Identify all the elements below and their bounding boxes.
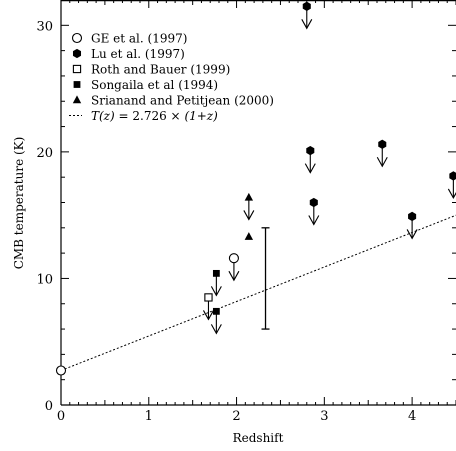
y-tick-label: 30 — [36, 19, 53, 34]
upper-limit-arrow-head — [406, 229, 418, 240]
data-point — [204, 293, 213, 302]
legend-swatch — [72, 95, 82, 104]
axis-ticks: 0 1 2 3 4 0 10 20 30 — [36, 0, 456, 424]
data-point — [212, 269, 220, 277]
data-point — [55, 365, 67, 376]
legend-swatch — [73, 81, 81, 88]
upper-limit-arrow-head — [376, 157, 388, 168]
model-line-layer — [60, 214, 456, 371]
upper-limit-arrow-head — [447, 188, 456, 200]
legend-swatch — [72, 48, 82, 59]
upper-limit-arrow-head — [228, 270, 240, 282]
data-point — [302, 1, 311, 11]
legend-label: GE et al. (1997) — [91, 32, 187, 46]
x-tick-label: 4 — [408, 409, 416, 424]
error-bar-layer — [261, 227, 270, 330]
data-point — [449, 171, 456, 181]
y-tick-label: 0 — [45, 399, 53, 414]
data-points-layer — [55, 1, 456, 376]
legend-swatch — [72, 64, 82, 74]
upper-limit-arrow-head — [210, 324, 222, 335]
y-tick-label: 10 — [36, 272, 53, 287]
upper-limit-arrow-head — [243, 210, 255, 221]
data-point — [309, 197, 318, 208]
upper-limit-arrow-head — [210, 286, 222, 297]
data-point — [244, 192, 254, 201]
y-tick-label: 20 — [36, 146, 53, 161]
x-tick-label: 3 — [320, 409, 328, 424]
data-point — [378, 139, 387, 149]
data-point — [212, 307, 220, 315]
legend: GE et al. (1997)Lu et al. (1997) Roth and… — [69, 32, 274, 123]
data-point — [244, 232, 254, 240]
x-tick-label: 1 — [145, 409, 153, 424]
upper-limit-arrow-head — [202, 310, 214, 321]
x-axis-title: Redshift — [233, 431, 284, 445]
legend-label: Lu et al. (1997) — [91, 47, 185, 61]
model-line — [60, 214, 456, 371]
y-axis-title: CMB temperature (K) — [12, 137, 26, 270]
legend-label: Roth and Bauer (1999) — [91, 63, 230, 77]
x-tick-label: 2 — [232, 409, 240, 424]
data-point — [228, 253, 239, 264]
upper-limit-arrow-head — [301, 19, 313, 30]
upper-limit-arrow-head — [304, 163, 316, 174]
x-tick-label: 0 — [57, 409, 65, 424]
upper-limit-arrow-head — [308, 215, 320, 226]
legend-label: T(z) = 2.726 × (1+z) — [91, 109, 218, 123]
legend-swatch — [71, 32, 83, 44]
legend-label: Songaila et al (1994) — [91, 78, 218, 92]
data-point — [408, 211, 417, 222]
legend-label: Srianand and Petitjean (2000) — [91, 94, 274, 108]
data-point — [306, 145, 315, 156]
